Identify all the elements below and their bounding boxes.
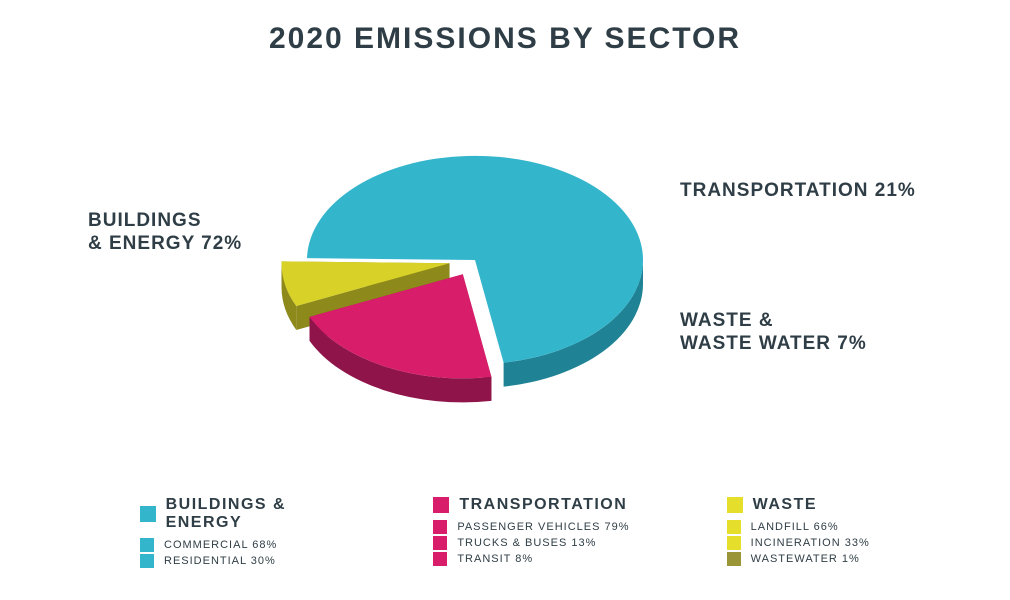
legend-item: LANDFILL 66% [727,520,950,534]
legend-items: COMMERCIAL 68% RESIDENTIAL 30% [140,538,363,568]
callout-buildings: BUILDINGS & ENERGY 72% [88,210,242,256]
legend-swatch [140,554,154,568]
legend-title: BUILDINGS & ENERGY [166,496,364,532]
legend-item: INCINERATION 33% [727,536,950,550]
callout-line: & ENERGY 72% [88,233,242,254]
legend-swatch [433,536,447,550]
legend-item-label: PASSENGER VEHICLES 79% [457,521,629,533]
legend-swatch [727,536,741,550]
legend-item-label: TRUCKS & BUSES 13% [457,537,596,549]
legend-item-label: TRANSIT 8% [457,553,533,565]
legend-item: PASSENGER VEHICLES 79% [433,520,656,534]
legend-swatch [433,520,447,534]
legend-title: WASTE [753,496,817,514]
legend-swatch [433,552,447,566]
legend-item: RESIDENTIAL 30% [140,554,363,568]
chart-stage: 2020 EMISSIONS BY SECTOR BUILDINGS & ENE… [0,0,1010,600]
callout-line: WASTE & [680,310,774,331]
legend-col-buildings: BUILDINGS & ENERGY COMMERCIAL 68% RESIDENT… [140,496,363,570]
legend-swatch [140,538,154,552]
callout-transport: TRANSPORTATION 21% [680,180,916,203]
legend-title: TRANSPORTATION [459,496,627,514]
legend-swatch [140,506,156,522]
legend-swatch [727,520,741,534]
legend-item-label: COMMERCIAL 68% [164,539,277,551]
legend-item: WASTEWATER 1% [727,552,950,566]
legend-item: TRANSIT 8% [433,552,656,566]
legend-col-waste: WASTE LANDFILL 66% INCINERATION 33% WASTEWA… [727,496,950,570]
legend-swatch [727,497,743,513]
legend-items: LANDFILL 66% INCINERATION 33% WASTEWATER 1… [727,520,950,566]
callout-line: BUILDINGS [88,210,202,231]
legend-item-label: LANDFILL 66% [751,521,839,533]
legend-item-label: INCINERATION 33% [751,537,870,549]
callout-line: TRANSPORTATION 21% [680,180,916,201]
callout-line: WASTE WATER 7% [680,333,867,354]
legend-head: TRANSPORTATION [433,496,656,514]
legend-col-transport: TRANSPORTATION PASSENGER VEHICLES 79% TRUC… [433,496,656,570]
legend-item-label: RESIDENTIAL 30% [164,555,276,567]
legend-items: PASSENGER VEHICLES 79% TRUCKS & BUSES 13%… [433,520,656,566]
legend: BUILDINGS & ENERGY COMMERCIAL 68% RESIDENT… [140,496,950,570]
legend-item: COMMERCIAL 68% [140,538,363,552]
legend-swatch [727,552,741,566]
callout-waste: WASTE & WASTE WATER 7% [680,310,867,356]
legend-item-label: WASTEWATER 1% [751,553,860,565]
legend-item: TRUCKS & BUSES 13% [433,536,656,550]
legend-head: BUILDINGS & ENERGY [140,496,363,532]
legend-swatch [433,497,449,513]
legend-head: WASTE [727,496,950,514]
